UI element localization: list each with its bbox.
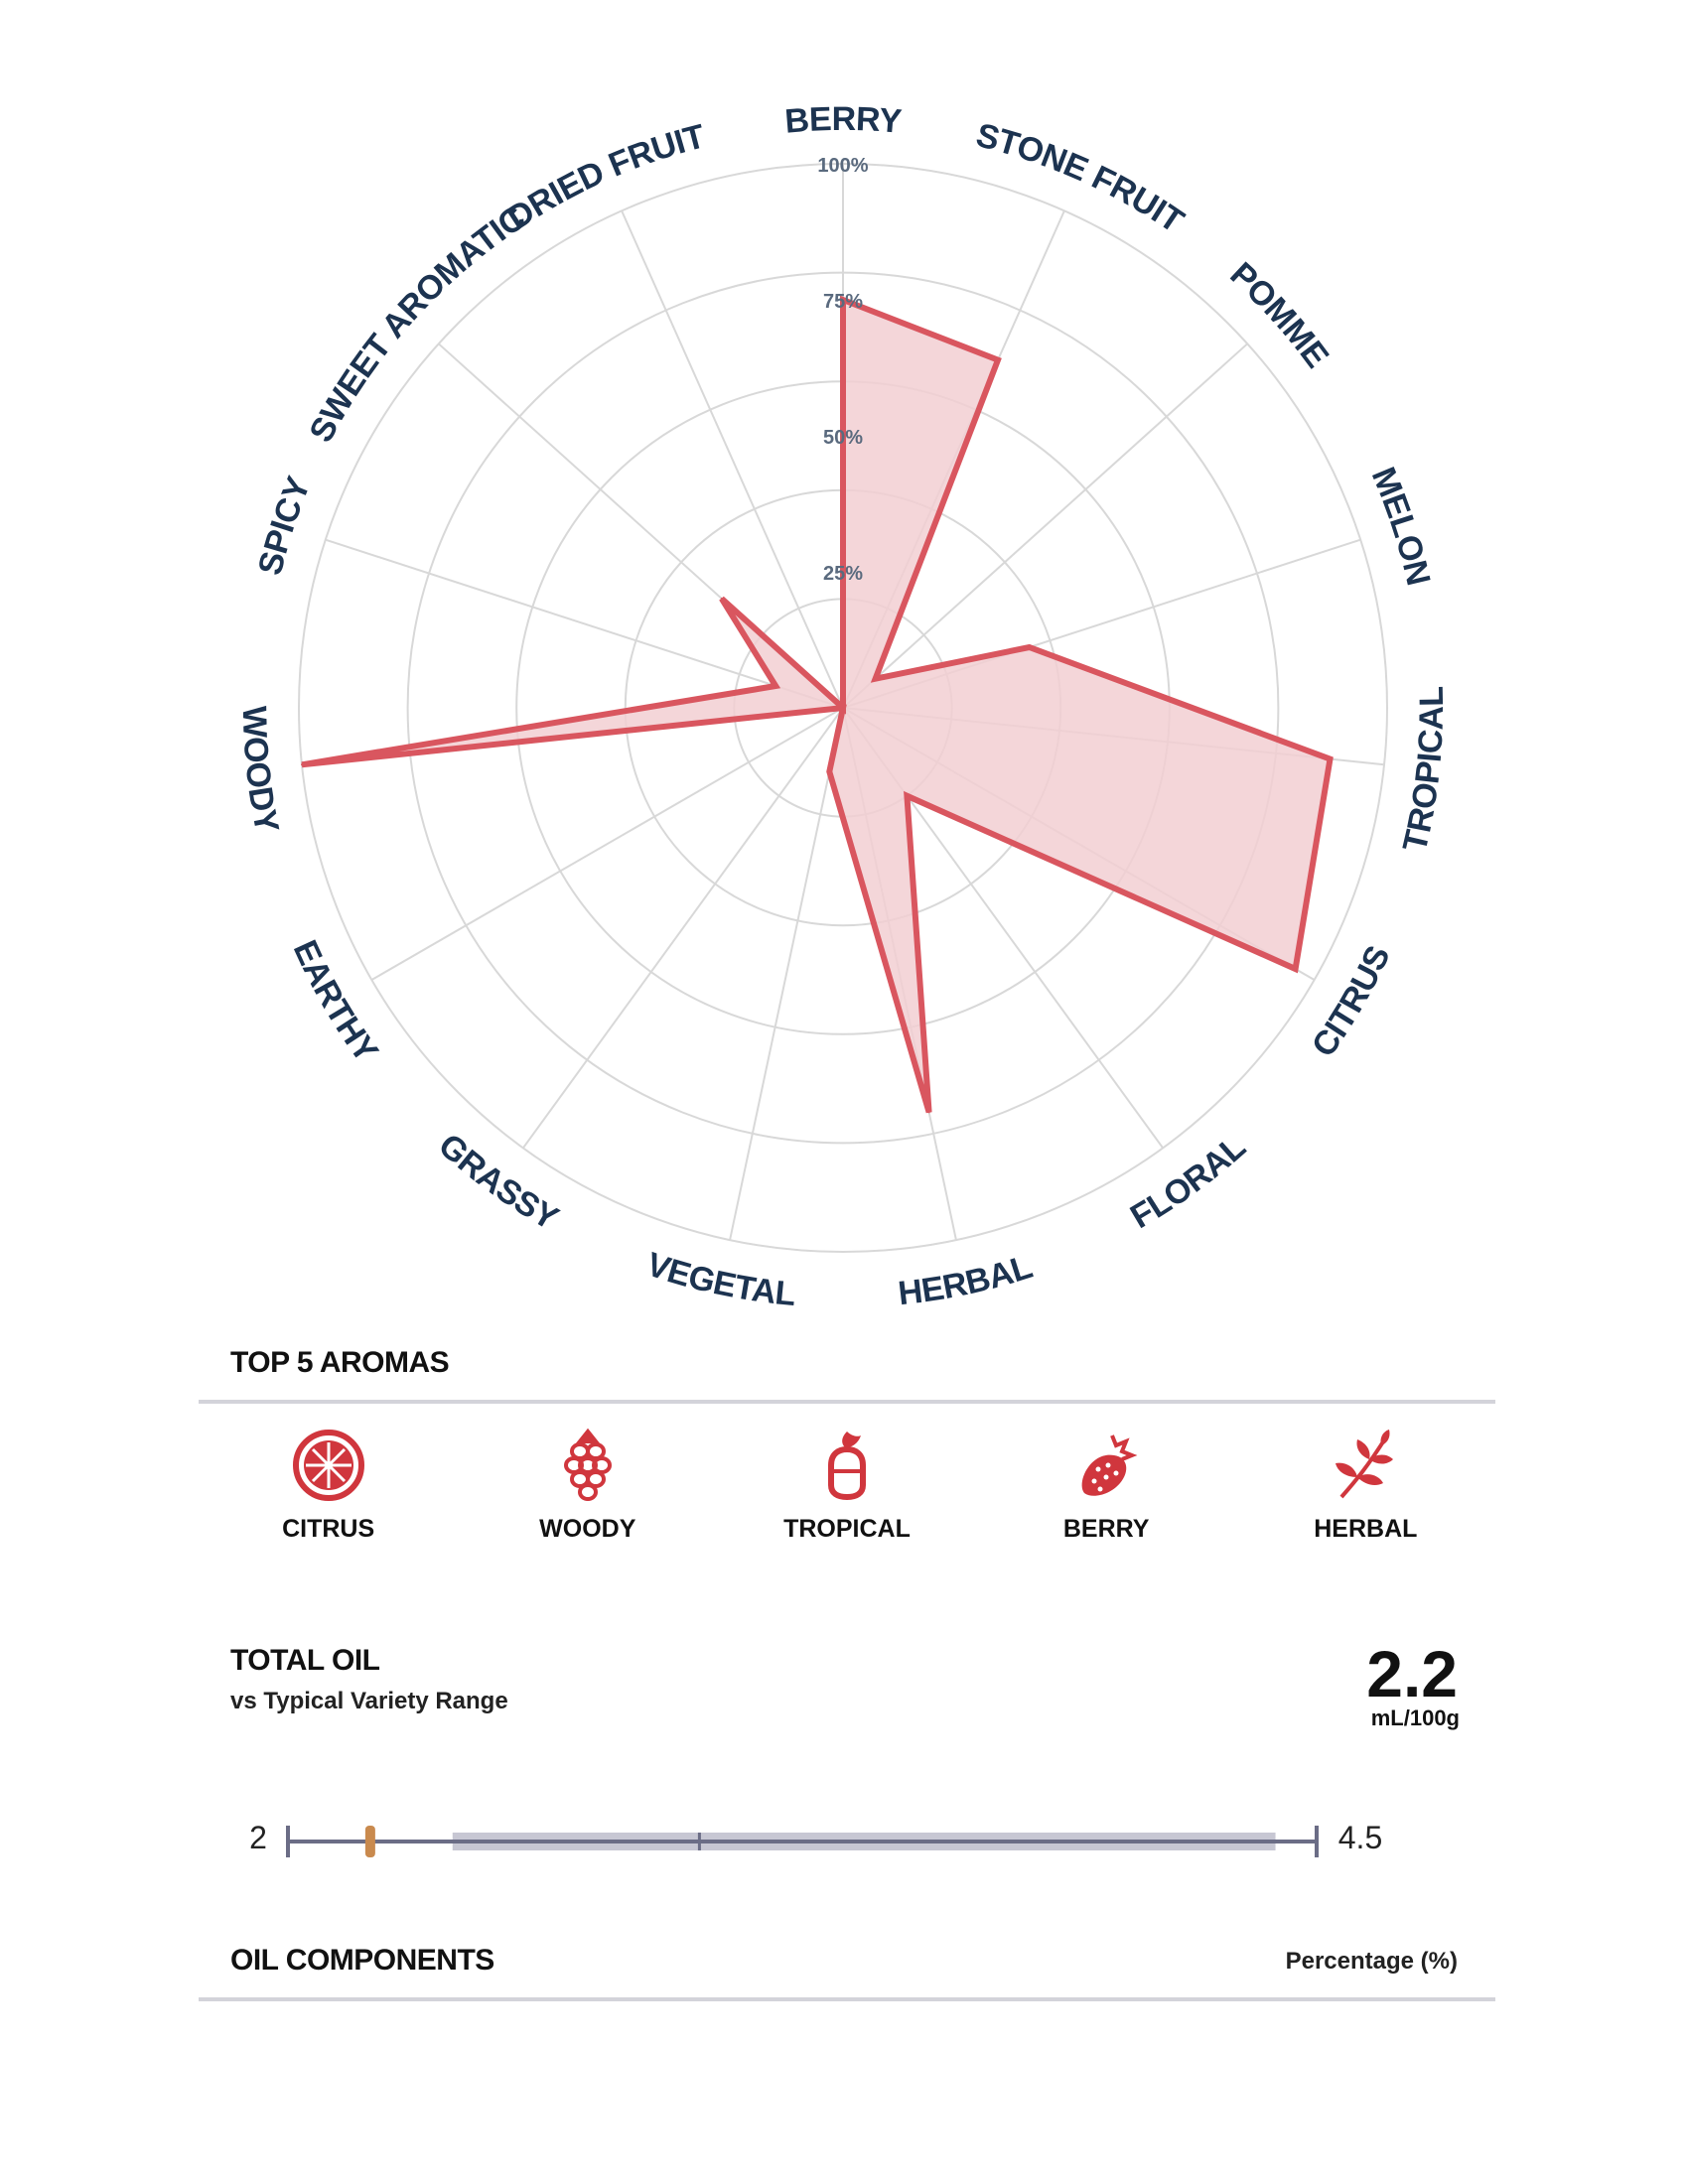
- radar-point-melon: [1028, 646, 1031, 649]
- aroma-card-woody: WOODY: [469, 1428, 707, 1567]
- radar-spoke: [842, 342, 1248, 709]
- aroma-label: CITRUS: [282, 1515, 375, 1543]
- herb-icon: [1336, 1430, 1394, 1499]
- radar-point-citrus: [1294, 968, 1297, 971]
- radar-series-area: [301, 295, 1334, 1114]
- radar-category-label: GRASSY: [431, 1127, 565, 1238]
- aroma-label: WOODY: [539, 1515, 636, 1543]
- radar-point-sweet-aromatic: [720, 597, 723, 600]
- total-oil-subtitle: vs Typical Variety Range: [230, 1688, 508, 1714]
- radar-category-label: EARTHY: [286, 934, 385, 1069]
- range-min-label: 2: [249, 1820, 267, 1855]
- radar-category-label: STONE FRUIT: [972, 116, 1191, 240]
- radar-point-stone-fruit: [997, 358, 1000, 361]
- aroma-card-berry: BERRY: [987, 1428, 1225, 1567]
- radar-tick-label: 25%: [823, 563, 863, 585]
- citrus-icon: [292, 1430, 364, 1501]
- radar-spoke: [621, 209, 844, 709]
- radar-category-label: WOODY: [235, 706, 286, 837]
- radar-spoke: [729, 707, 844, 1241]
- radar-category-label: FLORAL: [1124, 1129, 1253, 1237]
- aroma-radar-chart: 25% 50% 75% 100% BERRY STONE FRUIT POMME MELON T…: [235, 100, 1452, 1314]
- strawberry-icon: [1081, 1434, 1138, 1496]
- radar-category-label: SPICY: [251, 472, 319, 579]
- radar-spoke: [370, 707, 844, 981]
- radar-spoke: [325, 538, 844, 709]
- radar-point-spicy: [774, 684, 777, 687]
- radar-category-label: MELON: [1364, 462, 1438, 589]
- aroma-card-citrus: CITRUS: [210, 1428, 448, 1567]
- radar-category-label: SWEET AROMATIC: [302, 199, 531, 448]
- pineapple-icon: [827, 1432, 866, 1501]
- top-aromas-list: CITRUS WOODY TROPICAL: [199, 1428, 1495, 1567]
- radar-category-label: VEGETAL: [641, 1246, 796, 1314]
- radar-point-woody: [301, 763, 304, 766]
- typical-range-band: [452, 1833, 1276, 1850]
- top-aromas-title: TOP 5 AROMAS: [230, 1346, 450, 1379]
- aroma-card-herbal: HERBAL: [1246, 1428, 1484, 1567]
- radar-category-label: POMME: [1223, 255, 1336, 374]
- radar-category-label: TROPICAL: [1396, 686, 1451, 855]
- radar-point-berry: [842, 299, 844, 301]
- aroma-label: BERRY: [1062, 1515, 1150, 1543]
- aroma-label: HERBAL: [1314, 1515, 1418, 1543]
- pinecone-icon: [563, 1428, 612, 1501]
- radar-spoke: [522, 707, 844, 1149]
- top-aromas-divider: [199, 1400, 1495, 1404]
- total-oil-marker: [364, 1826, 375, 1857]
- radar-point-floral: [906, 794, 909, 797]
- radar-category-label: CITRUS: [1305, 940, 1398, 1063]
- radar-point-pomme: [874, 677, 877, 680]
- percentage-column-header: Percentage (%): [1285, 1948, 1458, 1975]
- radar-point-vegetal: [828, 770, 831, 773]
- total-oil-value: 2.2: [1366, 1637, 1458, 1710]
- aroma-label: TROPICAL: [783, 1515, 911, 1543]
- oil-components-title: OIL COMPONENTS: [230, 1944, 494, 1977]
- oil-components-divider: [199, 1997, 1495, 2001]
- total-oil-title: TOTAL OIL: [230, 1644, 380, 1677]
- radar-category-label: BERRY: [783, 100, 904, 141]
- radar-tick-label: 100%: [817, 155, 868, 177]
- aroma-card-tropical: TROPICAL: [728, 1428, 966, 1567]
- range-max-label: 4.5: [1338, 1820, 1382, 1855]
- radar-tick-label: 75%: [823, 291, 863, 313]
- radar-point-tropical: [1329, 757, 1332, 760]
- radar-point-herbal: [927, 1111, 930, 1114]
- total-oil-unit: mL/100g: [1370, 1706, 1460, 1730]
- radar-point-dried-fruit: [842, 707, 844, 709]
- radar-tick-label: 50%: [823, 427, 863, 449]
- radar-category-label: HERBAL: [897, 1248, 1037, 1312]
